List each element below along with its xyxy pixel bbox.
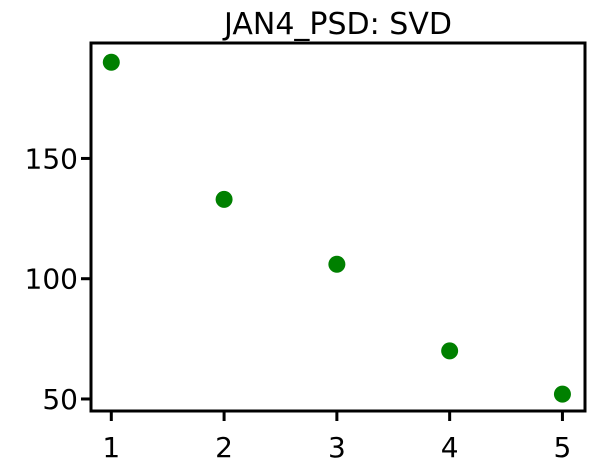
y-tick-label: 100 — [25, 263, 78, 296]
scatter-point — [215, 190, 233, 208]
scatter-point — [441, 342, 459, 360]
data-points — [102, 53, 571, 403]
x-tick-label: 3 — [328, 431, 346, 464]
x-tick-label: 1 — [102, 431, 120, 464]
x-tick-label: 2 — [215, 431, 233, 464]
y-tick-label: 50 — [42, 383, 78, 416]
scatter-point — [553, 385, 571, 403]
scatter-point — [102, 53, 120, 71]
axis-ticks: 1 2 3 4 5 50 100 150 — [25, 142, 572, 464]
plot-frame — [89, 41, 587, 413]
x-tick-label: 4 — [441, 431, 459, 464]
x-tick-label: 5 — [554, 431, 572, 464]
scatter-point — [328, 255, 346, 273]
y-tick-label: 150 — [25, 142, 78, 175]
chart-title: JAN4_PSD: SVD — [222, 7, 452, 42]
